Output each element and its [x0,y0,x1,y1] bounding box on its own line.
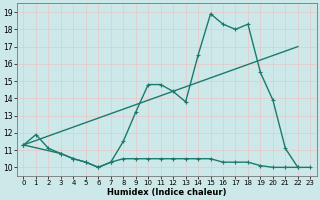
X-axis label: Humidex (Indice chaleur): Humidex (Indice chaleur) [107,188,227,197]
